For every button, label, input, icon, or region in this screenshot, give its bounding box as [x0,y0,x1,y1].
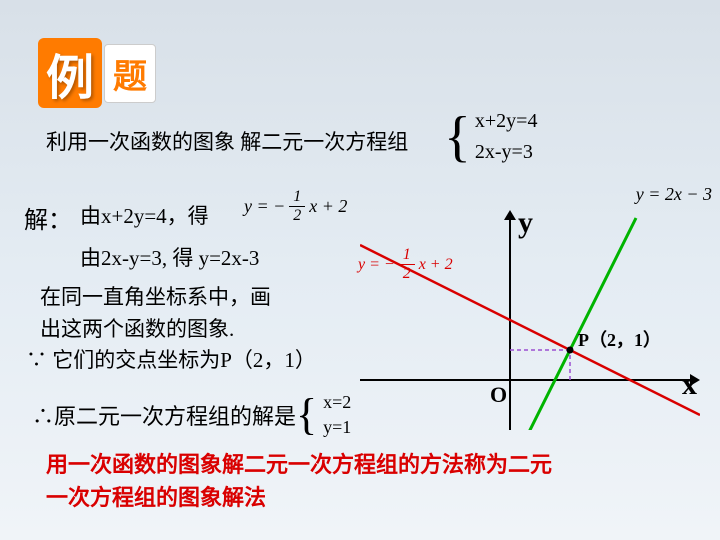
frac-pre: y = − [244,196,285,217]
problem-statement: 利用一次函数的图象 解二元一次方程组 [46,126,408,156]
solution-x: x=2 [323,392,351,413]
red-line-equation: y = − 1 2 x + 2 [358,246,453,283]
equation-system: { x+2y=4 2x-y=3 [444,102,537,172]
system-equations: x+2y=4 2x-y=3 [475,102,538,172]
solution-step4: ∵ 它们的交点坐标为P（2，1） [26,344,316,374]
solution-y: y=1 [323,417,351,438]
green-line-equation: y = 2x − 3 [636,184,712,205]
header-li: 例 [38,38,102,108]
header-ti: 题 [104,44,156,103]
chart-svg [360,210,700,430]
sol5-prefix: ∴原二元一次方程组的解是 [32,399,296,431]
frac-post: x + 2 [309,196,347,217]
solution-values: x=2 y=1 [323,388,351,442]
origin-label: O [490,382,507,408]
point-p-label: P（2，1） [578,326,661,352]
example-header: 例 题 [38,38,156,108]
y-axis-label: y [518,206,533,240]
x-axis-label: x [682,368,697,402]
solution-step1: 由x+2y=4，得 [80,200,209,230]
red-eq-pre: y = − [358,256,395,274]
fraction-equation: y = − 1 2 x + 2 [244,188,347,225]
red-frac-den: 2 [403,265,411,283]
system-eq2: 2x-y=3 [475,141,538,164]
solution-label: 解： [24,200,72,235]
red-fraction: 1 2 [399,246,415,283]
solution-brace: { [296,393,317,437]
frac-num: 1 [289,188,305,207]
coordinate-chart: y x O P（2，1） y = − 1 2 x + 2 [360,210,700,435]
problem-text: 利用一次函数的图象 解二元一次方程组 [46,126,408,156]
solution-step5: ∴原二元一次方程组的解是 { x=2 y=1 [32,388,351,442]
conclusion-text: 用一次函数的图象解二元一次方程组的方法称为二元 一次方程组的图象解法 [46,448,552,514]
frac-den: 2 [293,207,301,225]
left-brace: { [444,109,471,165]
solution-step2: 由2x-y=3, 得 y=2x-3 [80,242,259,272]
red-eq-post: x + 2 [419,256,453,274]
fraction: 1 2 [289,188,305,225]
red-frac-num: 1 [399,246,415,265]
system-eq1: x+2y=4 [475,110,538,133]
solution-step3: 在同一直角坐标系中，画 出这两个函数的图象. [40,282,271,345]
